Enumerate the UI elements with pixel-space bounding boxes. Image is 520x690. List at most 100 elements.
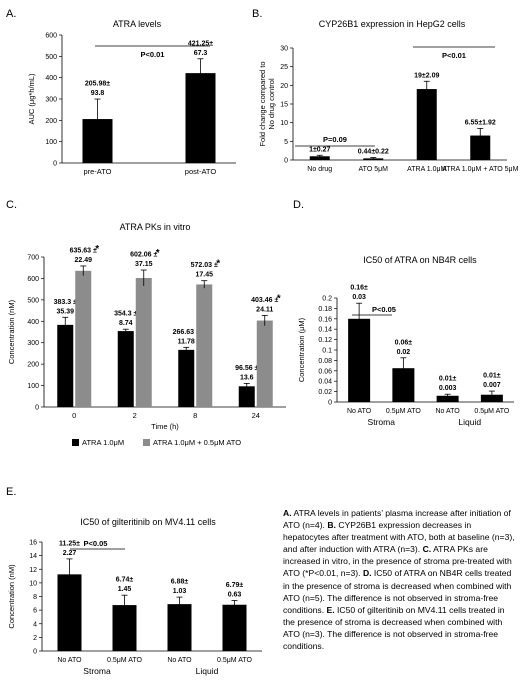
data-label: 1.03 <box>173 588 187 595</box>
data-label: 403.46 ± <box>251 297 278 304</box>
data-label: 354.3 ± <box>114 311 137 318</box>
group-label: Liquid <box>458 417 481 427</box>
caption-panel-ref: E. <box>326 604 335 615</box>
data-label: 0.06± <box>395 339 413 346</box>
p-value-label: P<0.01 <box>141 50 165 59</box>
x-tick-label: post-ATO <box>185 167 217 176</box>
data-label: 383.3 ± <box>54 299 77 306</box>
y-axis-label: No drug control <box>267 78 276 130</box>
bar <box>436 395 459 402</box>
data-label: 0.02 <box>397 349 411 356</box>
chart-title: IC50 of ATRA on NB4R cells <box>363 255 477 265</box>
x-tick-label: 0 <box>72 411 76 420</box>
x-tick-label: 8 <box>193 411 197 420</box>
data-label: 1±0.27 <box>309 146 330 153</box>
chart-title: ATRA levels <box>113 19 162 29</box>
panel-letter-c: C. <box>6 199 17 211</box>
y-tick-label: 300 <box>27 340 39 347</box>
data-label: 17.45 <box>195 272 213 279</box>
bar <box>196 284 213 407</box>
y-tick-label: 400 <box>27 319 39 326</box>
panel-letter-a: A. <box>6 8 17 20</box>
y-axis-label: Concentration (nM) <box>7 564 16 629</box>
data-label: 0.16± <box>350 285 368 292</box>
data-label: 8.74 <box>119 320 133 327</box>
y-tick-label: 6 <box>33 608 37 615</box>
x-tick-label: 0.5μM ATO <box>217 657 252 664</box>
caption-text: ATRA levels in patients’ plasma increase… <box>283 508 511 531</box>
data-label: 635.63 ± <box>70 247 97 254</box>
y-tick-label: 10 <box>280 120 288 127</box>
data-label: 602.06 ± <box>130 252 157 259</box>
x-tick-label: No ATO <box>167 657 192 664</box>
legend-entry: ATRA 1.0μM <box>82 438 124 447</box>
y-tick-label: 0.1 <box>322 348 332 355</box>
y-tick-label: 700 <box>27 255 39 262</box>
data-label: 266.63 ± <box>173 329 200 336</box>
y-tick-label: 100 <box>45 139 57 146</box>
bar <box>135 277 152 407</box>
significance-star: * <box>156 248 160 259</box>
bar <box>309 156 330 160</box>
data-label: 6.74± <box>116 577 134 584</box>
data-label: 24.11 <box>256 306 273 313</box>
legend-swatch <box>72 439 79 446</box>
y-tick-label: 14 <box>29 553 37 560</box>
y-tick-label: 600 <box>27 276 39 283</box>
y-axis-label: Fold change compared to <box>258 61 267 146</box>
y-tick-label: 500 <box>27 297 39 304</box>
chart-cyp26b1-expression: CYP26B1 expression in HepG2 cells Fold ch… <box>258 19 519 173</box>
bar <box>75 270 92 407</box>
data-label: 0.01± <box>439 376 457 383</box>
bar <box>392 368 415 402</box>
caption-panel-ref: B. <box>327 520 336 531</box>
y-tick-label: 0 <box>284 158 288 165</box>
data-label: 0.63 <box>228 591 242 598</box>
chart-ic50-atra: IC50 of ATRA on NB4R cells Concentration … <box>297 255 514 427</box>
data-label: 96.56 ± <box>235 365 258 372</box>
p-value-label: P<0.01 <box>442 51 466 60</box>
y-axis-label: AUC (μg*h/mL) <box>27 73 36 125</box>
chart-atra-levels: ATRA levels AUC (μg*h/mL) 0 100 200 300 400 500… <box>27 19 236 176</box>
y-axis-label: Concentration (μM) <box>297 317 306 382</box>
caption-text: IC50 of gilteritinib on MV4.11 cells tre… <box>283 604 505 652</box>
y-tick-label: 15 <box>280 102 288 109</box>
bar <box>57 324 74 407</box>
data-label: 0.44±0.22 <box>358 149 389 156</box>
y-tick-label: 8 <box>33 594 37 601</box>
x-tick-label: ATRA 1.0μM + ATO 5μM <box>442 166 519 173</box>
y-tick-label: 0 <box>33 649 37 656</box>
data-label: 11.25± <box>59 540 80 547</box>
data-label: 93.8 <box>91 90 105 97</box>
y-tick-label: 10 <box>29 580 37 587</box>
data-label: 6.55±1.92 <box>465 119 496 126</box>
y-axis-label: Concentration (nM) <box>7 299 16 364</box>
y-tick-label: 0.02 <box>318 389 332 396</box>
y-tick-label: 300 <box>45 97 57 104</box>
x-tick-label: pre-ATO <box>83 167 111 176</box>
data-label: 205.98± <box>85 81 110 88</box>
caption-text: IC50 of ATRA on NB4R cells treated in th… <box>283 568 512 615</box>
y-tick-label: 16 <box>29 540 37 547</box>
data-label: 67.3 <box>194 50 208 57</box>
y-tick-label: 0.12 <box>318 337 332 344</box>
data-label: 0.003 <box>439 385 457 392</box>
figure-caption: A. ATRA levels in patients’ plasma incre… <box>283 507 515 652</box>
y-tick-label: 4 <box>33 621 37 628</box>
chart-ic50-gilteritinib: IC50 of gilteritinib on MV4.11 cells Conc… <box>7 517 262 676</box>
y-tick-label: 200 <box>27 362 39 369</box>
x-tick-label: No ATO <box>347 408 372 415</box>
data-label: 13.6 <box>240 374 254 381</box>
data-label: 2.27 <box>63 550 77 557</box>
y-tick-label: 2 <box>33 635 37 642</box>
chart-title: IC50 of gilteritinib on MV4.11 cells <box>80 517 216 527</box>
y-tick-label: 0 <box>35 405 39 412</box>
y-tick-label: 600 <box>45 33 57 40</box>
bar <box>256 320 273 407</box>
x-tick-label: No drug <box>307 166 332 173</box>
y-tick-label: 200 <box>45 118 57 125</box>
y-tick-label: 0.14 <box>318 327 332 334</box>
y-tick-label: 100 <box>27 383 39 390</box>
chart-title: CYP26B1 expression in HepG2 cells <box>319 19 466 29</box>
p-value-label: P<0.05 <box>372 305 396 314</box>
